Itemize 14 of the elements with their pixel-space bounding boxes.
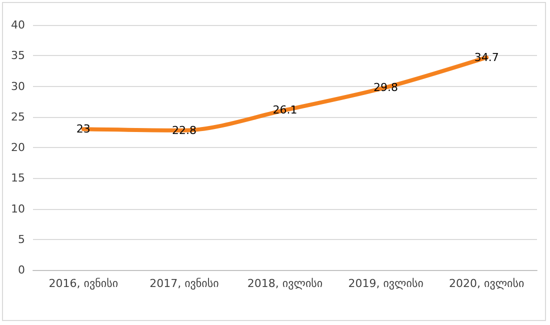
y-tick-label: 25 — [11, 110, 25, 124]
x-tick-label: 2018, ივლისი — [247, 277, 323, 290]
x-tick-label: 2016, ივნისი — [48, 277, 118, 290]
y-tick-label: 5 — [18, 232, 25, 246]
y-tick-label: 0 — [18, 264, 25, 276]
y-tick-label: 10 — [11, 202, 25, 216]
x-tick-label: 2017, ივნისი — [150, 277, 220, 290]
x-tick-label: 2019, ივლისი — [348, 277, 424, 290]
y-tick-label: 35 — [11, 49, 25, 62]
y-tick-label: 15 — [11, 172, 25, 185]
y-tick-label: 30 — [11, 80, 25, 93]
y-tick-label: 20 — [11, 141, 25, 154]
x-tick-label: 2020, ივლისი — [449, 277, 524, 290]
y-tick-label: 40 — [11, 18, 25, 32]
